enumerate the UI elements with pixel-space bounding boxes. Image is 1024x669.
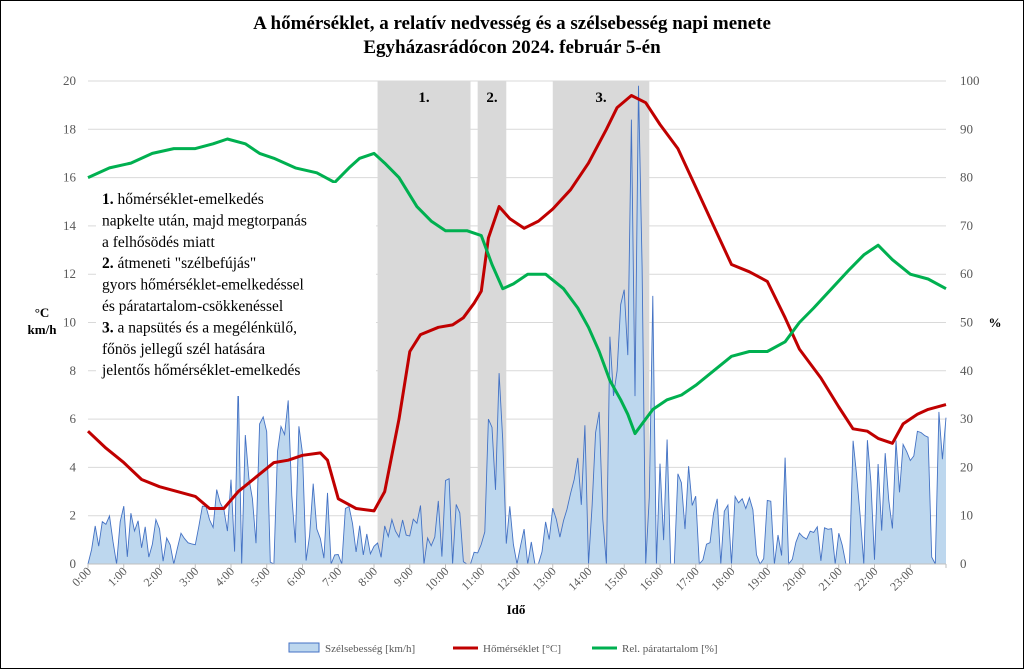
y-tick-label-right: 20 xyxy=(960,459,973,474)
y-tick-label-left: 2 xyxy=(70,508,77,523)
legend: Szélsebesség [km/h] Hőmérséklet [°C] Rel… xyxy=(288,642,718,655)
x-tick-label: 10:00 xyxy=(422,564,451,593)
annotation-line: és páratartalom-csökkenéssel xyxy=(102,298,283,315)
x-tick-label: 23:00 xyxy=(887,564,916,593)
y-tick-label-left: 20 xyxy=(63,73,76,88)
y-tick-label-right: 60 xyxy=(960,266,973,281)
annotation-number: 1. xyxy=(102,191,114,208)
annotation-number: 2. xyxy=(102,255,114,272)
x-tick-label: 5:00 xyxy=(248,564,273,589)
legend-label-temp: Hőmérséklet [°C] xyxy=(483,643,561,655)
annotation-line: jelentős hőmérséklet-emelkedés xyxy=(101,362,300,379)
annotation-text: hőmérséklet-emelkedés xyxy=(114,191,264,208)
annotation-line: 2. átmeneti "szélbefújás" xyxy=(102,255,256,272)
legend-label-rh: Rel. páratartalom [%] xyxy=(622,643,718,655)
x-tick-label: 3:00 xyxy=(176,564,201,589)
annotation-background xyxy=(96,183,376,396)
annotation-text: átmeneti "szélbefújás" xyxy=(114,255,257,272)
period-label-2: 2. xyxy=(486,90,498,106)
y-ticks-left: 0 2 4 6 8 10 12 14 16 18 20 xyxy=(63,73,77,571)
y-tick-label-left: 10 xyxy=(63,315,76,330)
annotation-line: 1. hőmérséklet-emelkedés xyxy=(102,191,264,208)
annotation-text: a napsütés és a megélénkülő, xyxy=(114,319,297,336)
y-tick-label-right: 50 xyxy=(960,315,973,330)
y-tick-label-left: 8 xyxy=(70,363,77,378)
x-tick-label: 13:00 xyxy=(530,564,559,593)
y-tick-label-left: 16 xyxy=(63,170,77,185)
x-tick-label: 20:00 xyxy=(780,564,809,593)
humidity-line xyxy=(87,137,947,436)
x-tick-label: 6:00 xyxy=(284,564,309,589)
y-tick-label-right: 30 xyxy=(960,411,973,426)
chart-subtitle: Egyházasrádócon 2024. február 5-én xyxy=(363,37,661,58)
x-tick-label: 1:00 xyxy=(105,564,130,589)
y-tick-label-left: 6 xyxy=(70,411,77,426)
x-tick-label: 18:00 xyxy=(708,564,737,593)
annotation-text: napkelte után, majd megtorpanás xyxy=(102,212,307,229)
y-tick-label-right: 0 xyxy=(960,556,967,571)
line-series xyxy=(86,94,947,513)
x-tick-label: 8:00 xyxy=(355,564,380,589)
x-tick-label: 7:00 xyxy=(319,564,344,589)
y-tick-label-right: 80 xyxy=(960,170,973,185)
x-tick-label: 2:00 xyxy=(141,564,166,589)
legend-swatch-wind xyxy=(288,642,320,653)
x-tick-label: 22:00 xyxy=(851,564,880,593)
axes xyxy=(87,563,947,568)
x-ticks: 0:00 1:00 2:00 3:00 4:00 5:00 6:00 7:00 8:00 9:00… xyxy=(69,564,916,593)
y-tick-label-left: 0 xyxy=(70,556,77,571)
annotation-box: 1. hőmérséklet-emelkedés napkelte után, m… xyxy=(96,183,376,396)
y-tick-label-right: 70 xyxy=(960,218,973,233)
period-labels: 1. 2. 3. xyxy=(418,90,606,106)
y-tick-label-right: 10 xyxy=(960,508,973,523)
y-tick-label-left: 18 xyxy=(63,121,76,136)
period-label-1: 1. xyxy=(418,90,430,106)
period-label-3: 3. xyxy=(595,90,607,106)
x-tick-label: 12:00 xyxy=(494,564,523,593)
annotation-line: 3. a napsütés és a megélénkülő, xyxy=(102,319,297,336)
annotation-line: gyors hőmérséklet-emelkedéssel xyxy=(102,277,304,294)
x-tick-label: 19:00 xyxy=(744,564,773,593)
y-axis-label-unit-2: km/h xyxy=(28,322,58,337)
x-tick-label: 11:00 xyxy=(458,564,487,593)
annotation-line: a felhősödés miatt xyxy=(102,234,215,251)
y-tick-label-right: 40 xyxy=(960,363,973,378)
y-axis-label-unit-1: °C xyxy=(35,305,50,320)
x-tick-label: 16:00 xyxy=(637,564,666,593)
annotation-line: napkelte után, majd megtorpanás xyxy=(102,212,307,229)
y-ticks-right: 0 10 20 30 40 50 60 70 80 90 100 xyxy=(960,73,980,571)
temperature-line xyxy=(86,94,947,513)
x-axis-label: Idő xyxy=(507,602,526,617)
annotation-number: 3. xyxy=(102,319,114,336)
x-tick-label: 9:00 xyxy=(391,564,416,589)
y-tick-label-left: 4 xyxy=(70,459,77,474)
y-tick-label-right: 90 xyxy=(960,121,973,136)
y-tick-label-left: 14 xyxy=(63,218,77,233)
x-tick-label: 14:00 xyxy=(565,564,594,593)
y-tick-label-right: 100 xyxy=(960,73,980,88)
annotation-text: jelentős hőmérséklet-emelkedés xyxy=(101,362,300,379)
annotation-line: főnös jellegű szél hatására xyxy=(102,341,265,358)
x-tick-label: 4:00 xyxy=(212,564,237,589)
y-tick-label-left: 12 xyxy=(63,266,76,281)
x-tick-label: 15:00 xyxy=(601,564,630,593)
chart-title: A hőmérséklet, a relatív nedvesség és a … xyxy=(253,13,771,34)
y-axis-label-right: % xyxy=(989,315,1002,330)
annotation-text: gyors hőmérséklet-emelkedéssel xyxy=(102,277,304,294)
legend-label-wind: Szélsebesség [km/h] xyxy=(325,643,415,655)
x-tick-label: 21:00 xyxy=(816,564,845,593)
annotation-text: a felhősödés miatt xyxy=(102,234,215,251)
annotation-text: és páratartalom-csökkenéssel xyxy=(102,298,283,315)
x-tick-label: 17:00 xyxy=(673,564,702,593)
annotation-text: főnös jellegű szél hatására xyxy=(102,341,265,358)
